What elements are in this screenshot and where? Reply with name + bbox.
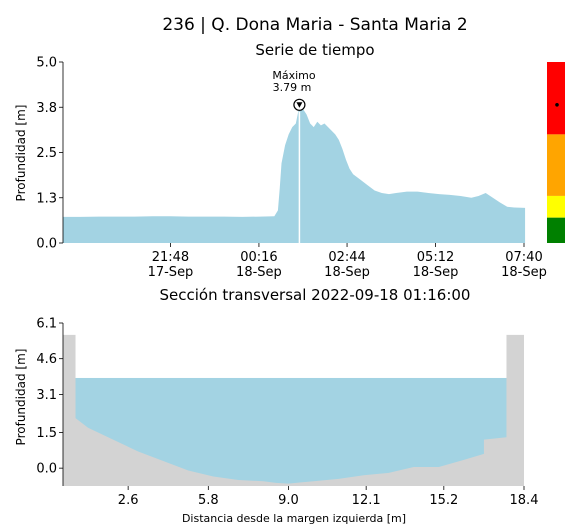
time-series-plot: 0.01.32.53.85.021:4817-Sep00:1618-Sep02:… (36, 56, 547, 281)
y-tick-label: 0.0 (36, 462, 57, 477)
x-tick-label: 07:40 (505, 250, 542, 265)
y-tick-label: 6.1 (36, 317, 57, 332)
alert-level-segment (547, 62, 565, 135)
ground-area (63, 334, 524, 486)
x-tick-label: 5.8 (198, 493, 219, 508)
time-series-chart: Serie de tiempo 0.0 1.3 2.5 3.8 5.0 21:4817-S… (14, 41, 565, 280)
cross-section-plot: 0.0 1.5 3.1 4.6 6.1 2.6 5.8 9.0 12.1 15.2 18.4 (36, 317, 538, 509)
x-tick-label-date: 18-Sep (324, 265, 370, 280)
max-annotation-label: Máximo (272, 69, 316, 82)
y-tick-label: 2.5 (36, 146, 57, 161)
y-tick-label: 5.0 (36, 56, 57, 71)
cross-section-xlabel: Distancia desde la margen izquierda [m] (182, 512, 406, 525)
y-tick-label: 3.1 (36, 388, 57, 403)
alert-level-segment (547, 134, 565, 196)
x-tick-label: 9.0 (278, 493, 299, 508)
x-tick-label: 02:44 (328, 250, 365, 265)
y-tick-label: 1.3 (36, 191, 57, 206)
main-title: 236 | Q. Dona Maria - Santa Maria 2 (162, 15, 467, 35)
current-level-dot (555, 103, 559, 107)
alert-level-bar (547, 62, 565, 243)
x-tick-label: 2.6 (118, 493, 139, 508)
max-annotation-value: 3.79 m (273, 81, 312, 94)
y-tick-label: 3.8 (36, 101, 57, 116)
y-tick-label: 1.5 (36, 426, 57, 441)
series-area (63, 105, 526, 243)
x-tick-label-date: 17-Sep (148, 265, 194, 280)
alert-level-segment (547, 217, 565, 243)
x-tick-label-date: 18-Sep (236, 265, 282, 280)
x-tick-label: 15.2 (429, 493, 458, 508)
cross-section-ylabel: Profundidad [m] (14, 349, 28, 446)
y-tick-label: 0.0 (36, 237, 57, 252)
time-series-title: Serie de tiempo (255, 41, 374, 59)
x-tick-label: 12.1 (352, 493, 381, 508)
x-tick-label-date: 18-Sep (413, 265, 459, 280)
x-tick-label: 18.4 (510, 493, 539, 508)
max-marker-arrow-icon (296, 102, 303, 108)
x-tick-label: 00:16 (240, 250, 277, 265)
y-tick-label: 4.6 (36, 352, 57, 367)
time-series-ylabel: Profundidad [m] (14, 105, 28, 202)
cross-section-chart: Sección transversal 2022-09-18 01:16:00 … (14, 286, 538, 525)
x-tick-label: 21:48 (152, 250, 189, 265)
x-tick-label-date: 18-Sep (501, 265, 547, 280)
cross-section-title: Sección transversal 2022-09-18 01:16:00 (160, 286, 471, 304)
x-tick-label: 05:12 (417, 250, 454, 265)
alert-level-segment (547, 195, 565, 218)
